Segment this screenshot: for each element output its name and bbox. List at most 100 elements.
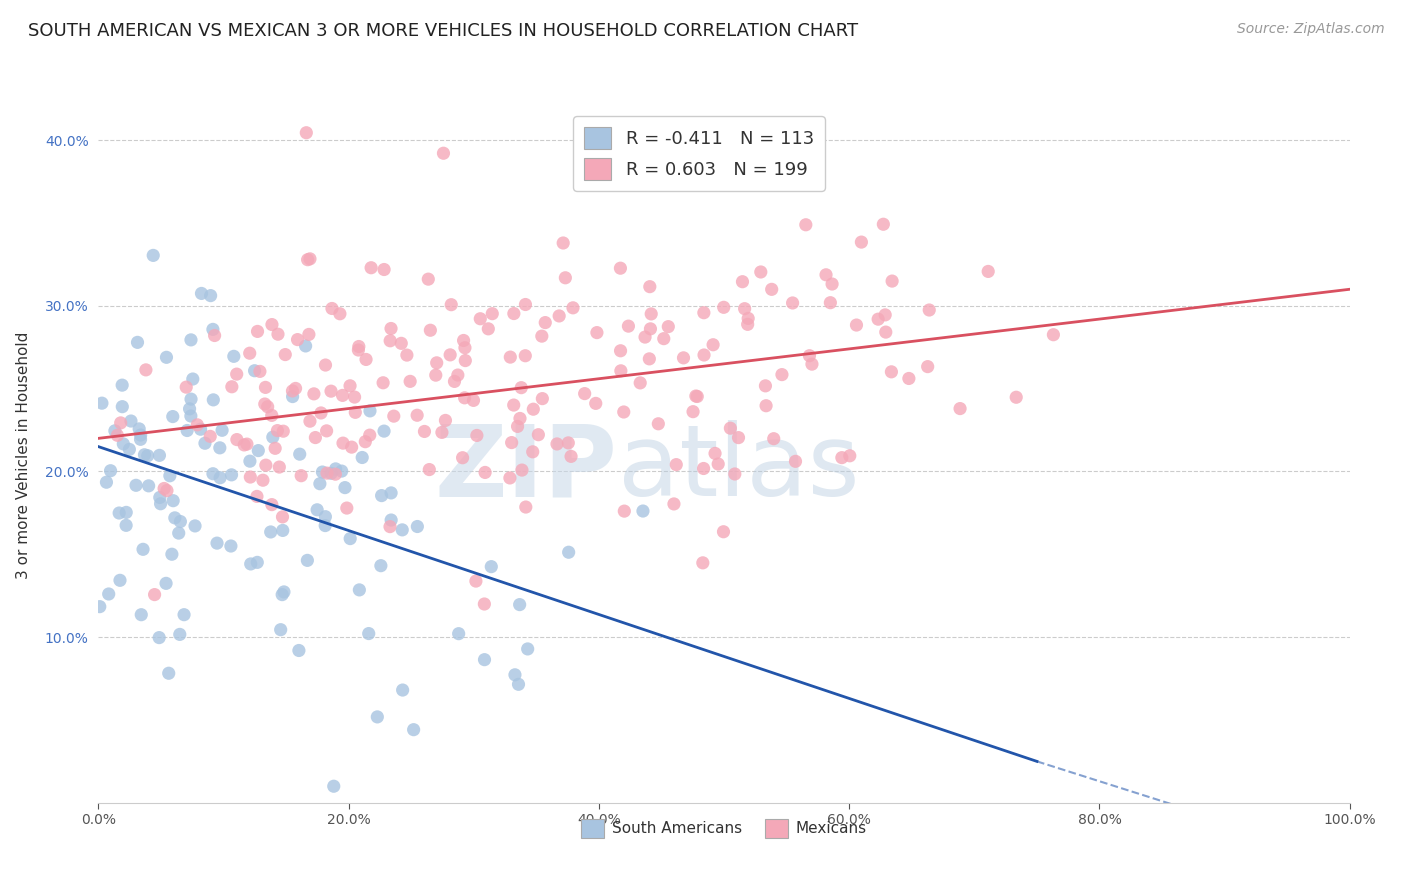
Point bbox=[439, 348, 461, 362]
Point bbox=[702, 337, 724, 351]
Point bbox=[510, 463, 533, 477]
Point bbox=[380, 321, 402, 335]
Point bbox=[454, 353, 477, 368]
Point bbox=[143, 588, 166, 602]
Point bbox=[515, 297, 537, 311]
Point bbox=[634, 330, 657, 344]
Point bbox=[260, 524, 283, 539]
Point bbox=[298, 252, 321, 266]
Point bbox=[451, 450, 474, 465]
Point bbox=[522, 402, 544, 417]
Point bbox=[239, 470, 262, 484]
Point bbox=[820, 295, 842, 310]
Point bbox=[340, 440, 363, 454]
Point bbox=[749, 265, 772, 279]
Point bbox=[314, 509, 336, 524]
Point bbox=[897, 371, 920, 385]
Point bbox=[754, 379, 776, 393]
Point bbox=[132, 542, 155, 557]
Point bbox=[96, 475, 118, 490]
Point bbox=[129, 607, 152, 622]
Point bbox=[562, 301, 585, 315]
Point bbox=[949, 401, 972, 416]
Point bbox=[200, 429, 222, 443]
Point bbox=[302, 387, 325, 401]
Point bbox=[332, 436, 354, 450]
Point bbox=[831, 450, 853, 465]
Point bbox=[325, 462, 347, 476]
Point bbox=[127, 335, 149, 350]
Point bbox=[129, 433, 152, 447]
Point bbox=[262, 430, 284, 444]
Point bbox=[184, 519, 207, 533]
Text: atlas: atlas bbox=[617, 420, 859, 517]
Point bbox=[181, 372, 204, 386]
Point bbox=[205, 536, 228, 550]
Point bbox=[371, 376, 394, 390]
Point bbox=[434, 413, 457, 427]
Point bbox=[115, 505, 138, 519]
Point bbox=[713, 524, 735, 539]
Point bbox=[762, 432, 785, 446]
Point bbox=[737, 318, 759, 332]
Point bbox=[349, 582, 371, 597]
Point bbox=[481, 307, 503, 321]
Point bbox=[838, 449, 860, 463]
Point bbox=[531, 392, 554, 406]
Point bbox=[713, 301, 735, 315]
Point bbox=[343, 390, 366, 404]
Point bbox=[333, 481, 356, 495]
Point bbox=[617, 319, 640, 334]
Point bbox=[685, 389, 707, 403]
Point bbox=[613, 405, 636, 419]
Point bbox=[875, 325, 897, 339]
Point bbox=[474, 466, 496, 480]
Text: Source: ZipAtlas.com: Source: ZipAtlas.com bbox=[1237, 22, 1385, 37]
Point bbox=[174, 380, 197, 394]
Point bbox=[233, 438, 256, 452]
Point bbox=[339, 532, 361, 546]
Point bbox=[169, 515, 191, 529]
Point bbox=[129, 428, 152, 442]
Point bbox=[111, 378, 134, 392]
Point bbox=[173, 607, 195, 622]
Point bbox=[352, 450, 374, 465]
Point bbox=[225, 367, 247, 381]
Point bbox=[761, 282, 783, 296]
Point bbox=[208, 441, 231, 455]
Point bbox=[246, 325, 269, 339]
Point bbox=[382, 409, 405, 424]
Point bbox=[160, 547, 183, 561]
Point bbox=[209, 471, 232, 485]
Point bbox=[118, 442, 141, 457]
Point bbox=[628, 376, 651, 390]
Point bbox=[413, 425, 436, 439]
Point bbox=[406, 409, 429, 423]
Point bbox=[190, 422, 212, 436]
Point bbox=[785, 454, 807, 468]
Point bbox=[309, 406, 332, 420]
Point bbox=[162, 493, 184, 508]
Point bbox=[585, 396, 607, 410]
Point bbox=[359, 428, 381, 442]
Point bbox=[89, 599, 111, 614]
Point bbox=[370, 558, 392, 573]
Point bbox=[321, 301, 343, 316]
Point bbox=[875, 308, 897, 322]
Point bbox=[148, 631, 170, 645]
Point bbox=[609, 343, 631, 358]
Point bbox=[447, 626, 470, 640]
Point bbox=[447, 368, 470, 382]
Point bbox=[391, 683, 413, 698]
Point bbox=[546, 437, 568, 451]
Point bbox=[378, 519, 401, 533]
Point bbox=[120, 414, 142, 428]
Point bbox=[1005, 390, 1028, 404]
Point bbox=[222, 349, 245, 363]
Point bbox=[329, 307, 352, 321]
Point bbox=[294, 339, 316, 353]
Point bbox=[724, 467, 747, 481]
Point bbox=[288, 643, 311, 657]
Point bbox=[100, 464, 122, 478]
Point bbox=[180, 392, 202, 406]
